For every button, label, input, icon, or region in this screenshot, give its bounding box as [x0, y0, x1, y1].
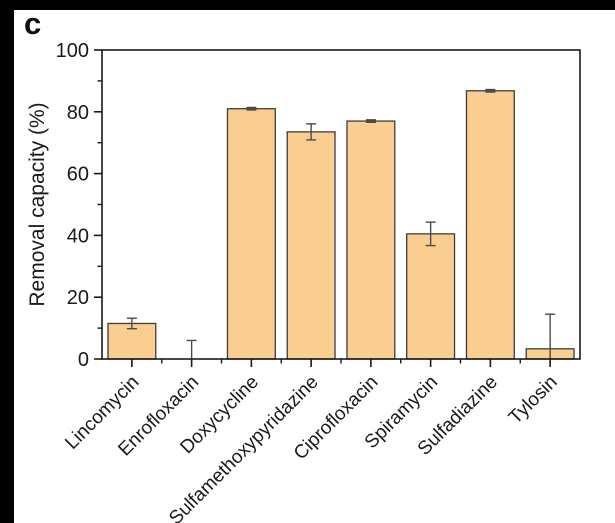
x-category-label: Tylosin: [505, 372, 562, 429]
y-axis-title: Removal capacity (%): [26, 102, 49, 306]
panel-label: c: [24, 6, 42, 41]
y-tick-label: 20: [67, 287, 89, 309]
bar: [346, 120, 396, 360]
bar: [226, 108, 276, 360]
y-tick-label: 0: [78, 349, 89, 371]
y-tick-label: 100: [56, 40, 89, 62]
y-tick-label: 60: [67, 164, 89, 186]
bar: [286, 131, 336, 360]
bar: [465, 90, 515, 360]
y-tick-label: 40: [67, 225, 89, 247]
y-tick-label: 80: [67, 102, 89, 124]
bar: [406, 233, 456, 360]
